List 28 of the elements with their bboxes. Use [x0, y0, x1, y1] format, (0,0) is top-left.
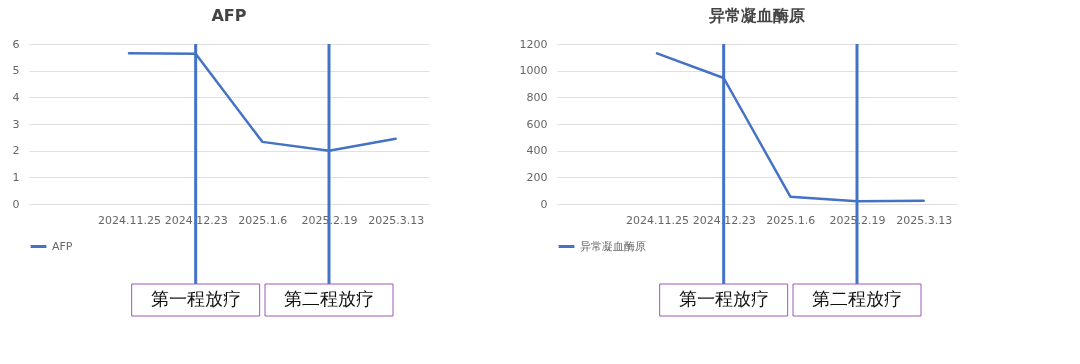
y-tick-label: 200 [526, 170, 548, 184]
x-tick-label: 2025.3.13 [368, 213, 425, 227]
y-tick-label: 0 [12, 197, 20, 211]
y-tick-label: 800 [526, 90, 548, 104]
x-tick-label: 2025.1.6 [238, 213, 288, 227]
ref-line-label: 第二程放疗 [284, 288, 374, 309]
ref-line-label: 第二程放疗 [812, 288, 902, 309]
y-tick-label: 1000 [519, 64, 548, 78]
y-tick-label: 4 [12, 90, 20, 104]
y-tick-label: 5 [12, 64, 20, 78]
x-tick-label: 2025.3.13 [896, 213, 953, 227]
y-tick-label: 6 [12, 37, 20, 51]
ref-line-label: 第一程放疗 [678, 288, 769, 309]
y-tick-label: 0 [540, 197, 548, 211]
y-tick-label: 1200 [519, 37, 548, 51]
x-tick-label: 2024.11.25 [98, 213, 161, 227]
x-tick-label: 2025.1.6 [766, 213, 816, 227]
chart-title: 异常凝血酶原 [708, 6, 805, 25]
y-tick-label: 1 [12, 170, 20, 184]
y-tick-label: 600 [526, 117, 548, 131]
x-tick-label: 2024.11.25 [626, 213, 689, 227]
legend-label: AFP [52, 239, 73, 253]
ref-line-label: 第一程放疗 [150, 288, 241, 309]
chart-title: AFP [211, 6, 247, 25]
legend-label: 异常凝血酶原 [580, 239, 646, 253]
y-tick-label: 3 [12, 117, 20, 131]
y-tick-label: 400 [526, 144, 548, 158]
y-tick-label: 2 [12, 144, 20, 158]
